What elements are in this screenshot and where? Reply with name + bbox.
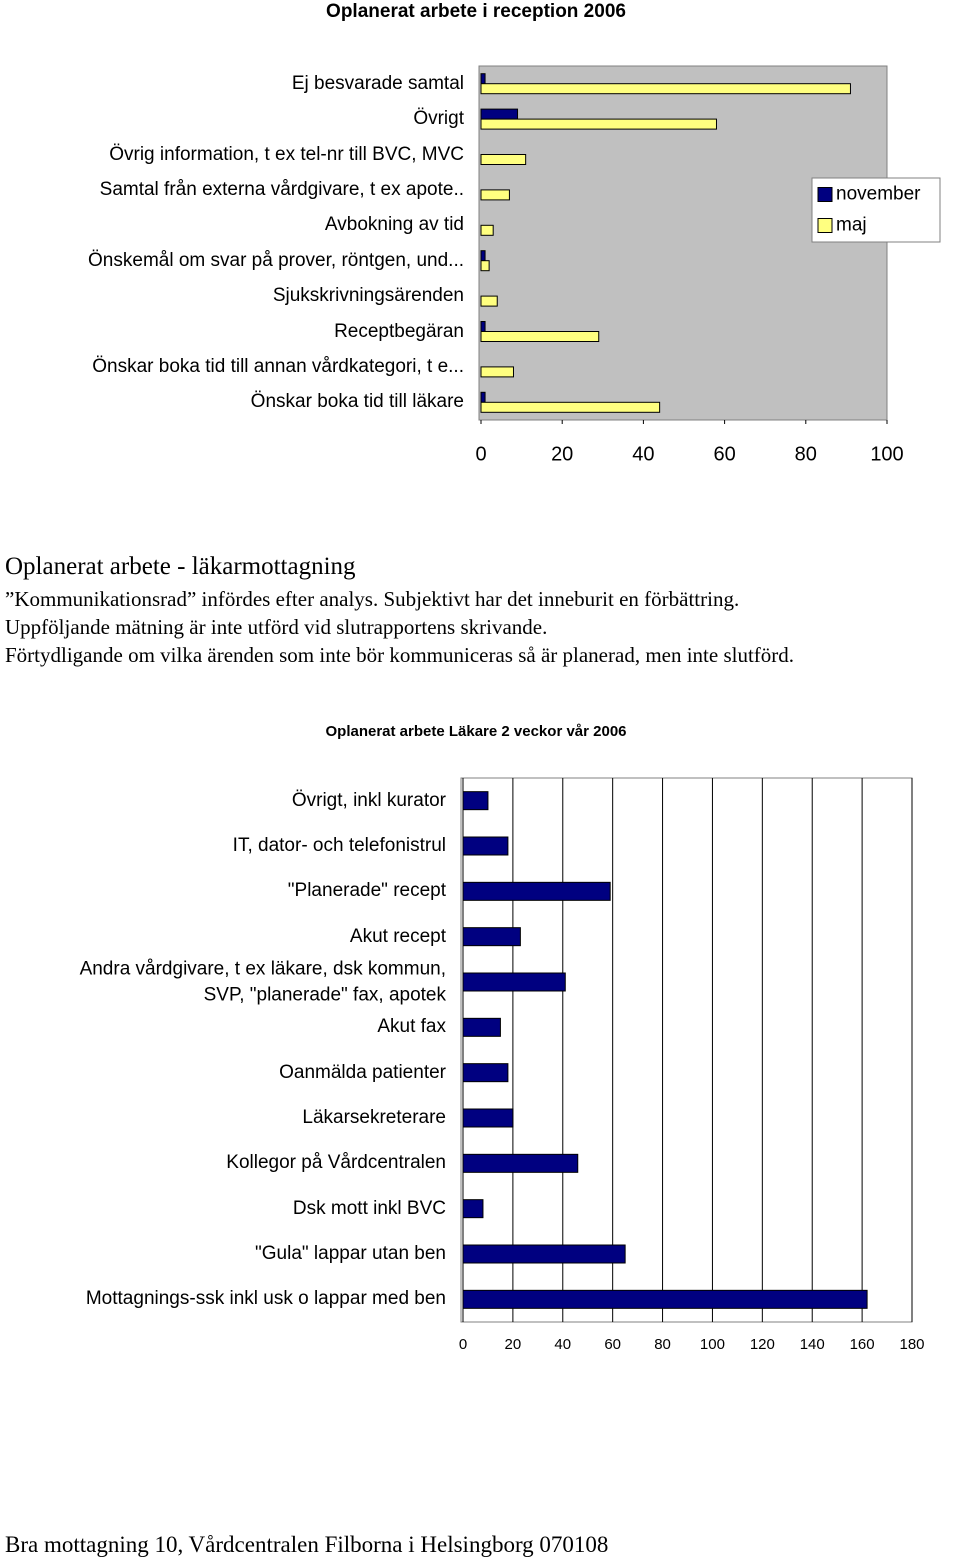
x-tick-label: 140 bbox=[800, 1336, 825, 1353]
bar bbox=[462, 1017, 501, 1037]
bar bbox=[462, 1199, 484, 1219]
bar bbox=[480, 250, 486, 262]
y-tick-label: Önskemål om svar på prover, röntgen, und… bbox=[88, 249, 464, 271]
bar bbox=[480, 260, 490, 272]
bar bbox=[462, 1108, 514, 1128]
x-tick-label: 0 bbox=[459, 1336, 467, 1353]
y-tick-label: Övrigt bbox=[413, 108, 464, 130]
bar bbox=[480, 391, 486, 403]
bar bbox=[480, 83, 851, 95]
bar bbox=[480, 108, 519, 120]
bar bbox=[480, 401, 661, 413]
bar bbox=[480, 73, 486, 85]
y-tick-label: "Gula" lappar utan ben bbox=[255, 1243, 446, 1265]
chart-title: Oplanerat arbete Läkare 2 veckor vår 200… bbox=[325, 723, 626, 740]
text-line: ”Kommunikationsrad” infördes efter analy… bbox=[5, 587, 740, 611]
bar bbox=[480, 189, 510, 201]
y-tick-label: Oanmälda patienter bbox=[279, 1061, 446, 1083]
footer: Bra mottagning 10, Vårdcentralen Filborn… bbox=[5, 1532, 609, 1557]
y-tick-label: Akut fax bbox=[377, 1016, 446, 1038]
y-tick-label: Samtal från externa vårdgivare, t ex apo… bbox=[99, 179, 464, 201]
legend-label: maj bbox=[836, 215, 867, 236]
bar bbox=[462, 1153, 579, 1173]
y-tick-label: Avbokning av tid bbox=[324, 214, 464, 236]
x-tick-label: 180 bbox=[899, 1336, 924, 1353]
bar bbox=[462, 1063, 509, 1083]
bar bbox=[480, 321, 486, 332]
bar bbox=[462, 927, 521, 947]
plot-area bbox=[460, 777, 913, 1323]
bar bbox=[462, 791, 489, 811]
y-tick-label: Mottagnings-ssk inkl usk o lappar med be… bbox=[85, 1288, 446, 1310]
bar bbox=[462, 836, 509, 856]
x-tick-label: 60 bbox=[713, 443, 735, 465]
bar bbox=[480, 154, 527, 165]
y-tick-label: Ej besvarade samtal bbox=[291, 72, 464, 94]
bar bbox=[480, 366, 514, 378]
bar bbox=[462, 881, 611, 901]
y-tick-label: Övrigt, inkl kurator bbox=[291, 789, 446, 811]
y-tick-label: Akut recept bbox=[349, 925, 446, 947]
chart-title: Oplanerat arbete i reception 2006 bbox=[326, 1, 626, 22]
y-tick-label: Andra vårdgivare, t ex läkare, dsk kommu… bbox=[79, 958, 446, 1005]
x-tick-label: 60 bbox=[604, 1336, 621, 1353]
bar bbox=[480, 295, 498, 307]
x-tick-label: 160 bbox=[850, 1336, 875, 1353]
legend-swatch bbox=[817, 187, 833, 202]
x-tick-label: 80 bbox=[795, 443, 817, 465]
x-tick-label: 100 bbox=[700, 1336, 725, 1353]
x-tick-label: 20 bbox=[505, 1336, 522, 1353]
y-tick-label: Dsk mott inkl BVC bbox=[292, 1197, 446, 1219]
bar bbox=[462, 972, 566, 992]
text-line: Förtydligande om vilka ärenden som inte … bbox=[5, 643, 795, 667]
legend-box bbox=[811, 177, 941, 243]
text-line: Uppföljande mätning är inte utförd vid s… bbox=[5, 615, 548, 639]
x-tick-label: 20 bbox=[551, 443, 573, 465]
x-tick-label: 40 bbox=[632, 443, 654, 465]
legend-label: november bbox=[836, 184, 921, 205]
y-tick-label: IT, dator- och telefonistrul bbox=[232, 835, 446, 857]
y-tick-label: Önskar boka tid till läkare bbox=[250, 391, 464, 413]
y-tick-label: Receptbegäran bbox=[334, 320, 464, 342]
bar bbox=[480, 118, 717, 130]
bar bbox=[462, 1289, 868, 1309]
y-tick-label: Sjukskrivningsärenden bbox=[272, 285, 464, 307]
legend-swatch bbox=[817, 218, 833, 233]
x-tick-label: 100 bbox=[870, 443, 903, 465]
y-tick-label: Önskar boka tid till annan vårdkategori,… bbox=[92, 356, 464, 378]
bar bbox=[462, 1244, 626, 1264]
x-tick-label: 80 bbox=[654, 1336, 671, 1353]
y-tick-label: Läkarsekreterare bbox=[302, 1107, 446, 1129]
x-tick-label: 40 bbox=[554, 1336, 571, 1353]
heading: Oplanerat arbete - läkarmottagning bbox=[5, 553, 356, 580]
x-tick-label: 0 bbox=[475, 443, 486, 465]
y-tick-label: Övrig information, t ex tel-nr till BVC,… bbox=[109, 143, 464, 165]
bar bbox=[480, 224, 494, 236]
y-tick-label: Kollegor på Vårdcentralen bbox=[226, 1152, 446, 1174]
y-tick-label: "Planerade" recept bbox=[287, 880, 446, 902]
x-tick-label: 120 bbox=[750, 1336, 775, 1353]
bar bbox=[480, 331, 600, 342]
